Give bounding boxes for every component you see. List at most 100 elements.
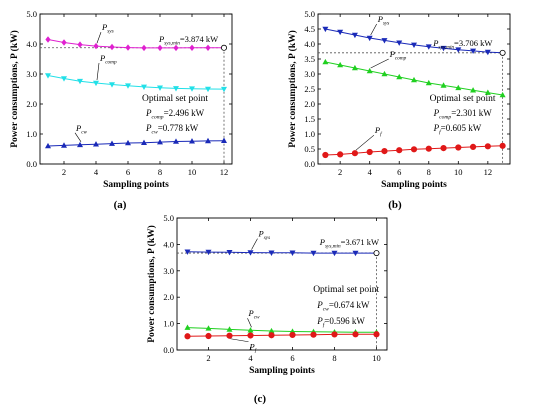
data-point-f	[455, 144, 462, 151]
panel-caption: (a)	[114, 199, 127, 211]
data-point-f	[268, 332, 275, 339]
label-leader	[96, 31, 102, 44]
label-leader	[247, 318, 252, 328]
data-point-f	[373, 331, 380, 338]
data-point-comp	[125, 83, 131, 89]
plot-frame	[176, 217, 388, 351]
data-point-f	[184, 333, 191, 340]
data-point-cw	[157, 139, 163, 145]
x-tick-label: 2	[206, 353, 210, 363]
series-line-sys	[47, 39, 224, 49]
y-tick-label: 1.0	[163, 319, 174, 329]
optimal-value-f: Pf=0.605 kW	[433, 123, 482, 136]
data-point-sys	[322, 26, 329, 33]
y-tick-label: 4.0	[163, 239, 174, 249]
data-point-comp	[425, 79, 432, 86]
data-point-f	[396, 147, 403, 154]
label-leader	[74, 132, 82, 142]
data-point-comp	[141, 84, 147, 90]
data-point-cw	[173, 138, 179, 144]
chart-panel-2: 0.0 0.5 1.0 1.5 2.0 2.5 3.0 3.5 4.0 4.5 5.0 2 4 6 8 10 1…	[287, 9, 511, 190]
optimal-value-f: Pf=0.596 kW	[316, 316, 365, 329]
series-label-comp: Pcomp	[99, 53, 117, 66]
data-point-cw	[93, 141, 99, 147]
data-point-comp	[109, 82, 115, 88]
data-point-cw	[77, 141, 83, 148]
y-tick-label: 5.0	[304, 9, 315, 19]
data-point-sys	[331, 250, 338, 257]
series-label-comp: Pcomp	[389, 49, 407, 62]
data-point-cw	[247, 327, 254, 333]
y-axis-label: Power consumptions, P (kW)	[9, 30, 20, 148]
x-axis-label: Sampling points	[381, 180, 447, 190]
data-point-sys	[440, 45, 447, 52]
data-point-f	[289, 331, 296, 339]
x-axis-label: Sampling points	[249, 366, 315, 376]
data-point-sys	[247, 250, 254, 256]
data-point-comp	[45, 73, 51, 79]
data-point-sys	[77, 41, 83, 48]
data-point-cw	[189, 138, 195, 144]
x-tick-label: 10	[454, 167, 463, 177]
y-tick-label: 3.0	[163, 266, 174, 276]
chart-panel-3: 0.0 1.0 2.0 3.0 4.0 5.0 2 4 6 8 10 Sampling points P…	[146, 213, 388, 376]
data-point-comp	[499, 91, 506, 98]
data-point-sys	[125, 44, 131, 51]
data-point-sys	[351, 32, 358, 39]
x-tick-label: 2	[62, 167, 66, 177]
data-point-comp	[351, 64, 358, 71]
series-line-sys	[187, 251, 377, 254]
data-point-sys	[337, 29, 344, 36]
data-point-f	[366, 148, 373, 156]
optimal-value-comp: Pcomp=2.496 kW	[145, 108, 205, 121]
data-point-cw	[205, 137, 211, 144]
data-point-cw	[125, 139, 131, 146]
data-point-sys	[366, 35, 373, 42]
x-tick-label: 4	[248, 353, 253, 363]
data-point-sys	[411, 42, 417, 48]
optimal-point-marker	[373, 250, 380, 257]
data-point-sys	[381, 38, 388, 44]
data-point-sys	[61, 39, 67, 46]
series-label-sys: Psys	[377, 14, 390, 27]
data-point-f	[484, 143, 491, 150]
data-point-cw	[61, 142, 67, 148]
x-tick-label: 8	[158, 167, 162, 177]
data-point-comp	[455, 84, 462, 91]
data-point-sys	[141, 44, 147, 52]
series-label-sys: Psys	[101, 22, 114, 34]
label-leader	[370, 58, 389, 69]
data-point-sys	[226, 250, 233, 256]
data-point-comp	[322, 58, 329, 65]
data-point-f	[351, 150, 359, 157]
data-point-sys	[455, 47, 462, 53]
label-leader	[355, 134, 375, 151]
y-tick-label: 4.0	[26, 39, 37, 49]
data-point-sys	[45, 36, 51, 43]
y-tick-label: 0.0	[304, 159, 315, 169]
y-tick-label: 2.0	[304, 99, 315, 109]
data-point-comp	[189, 86, 195, 92]
series-line-cw	[187, 327, 377, 333]
optimal-set-point-label: Optimal set point	[313, 285, 379, 295]
plot-frame	[39, 13, 233, 165]
label-leader	[251, 238, 258, 250]
x-tick-label: 12	[484, 167, 493, 177]
x-tick-label: 10	[372, 353, 381, 363]
optimal-value-cw: Pcw=0.674 kW	[316, 300, 370, 313]
x-tick-label: 6	[126, 167, 130, 177]
chart-panel-1: 0.0 1.0 2.0 3.0 4.0 5.0 2 4 6 8 10 12 Sampling point…	[9, 9, 233, 190]
data-point-f	[381, 148, 388, 155]
y-tick-label: 1.0	[26, 129, 37, 139]
data-point-comp	[440, 82, 447, 88]
series-label-cw: Pcw	[248, 308, 261, 321]
y-tick-label: 3.5	[304, 54, 315, 64]
data-point-f	[205, 332, 212, 340]
x-axis-label: Sampling points	[103, 180, 169, 190]
optimal-point-marker	[499, 49, 506, 56]
y-tick-label: 1.5	[304, 114, 315, 124]
sys-min-annotation: Psys,min=3.706 kW	[432, 38, 492, 51]
series-line-comp	[47, 75, 225, 90]
panel-caption: (b)	[388, 199, 402, 211]
